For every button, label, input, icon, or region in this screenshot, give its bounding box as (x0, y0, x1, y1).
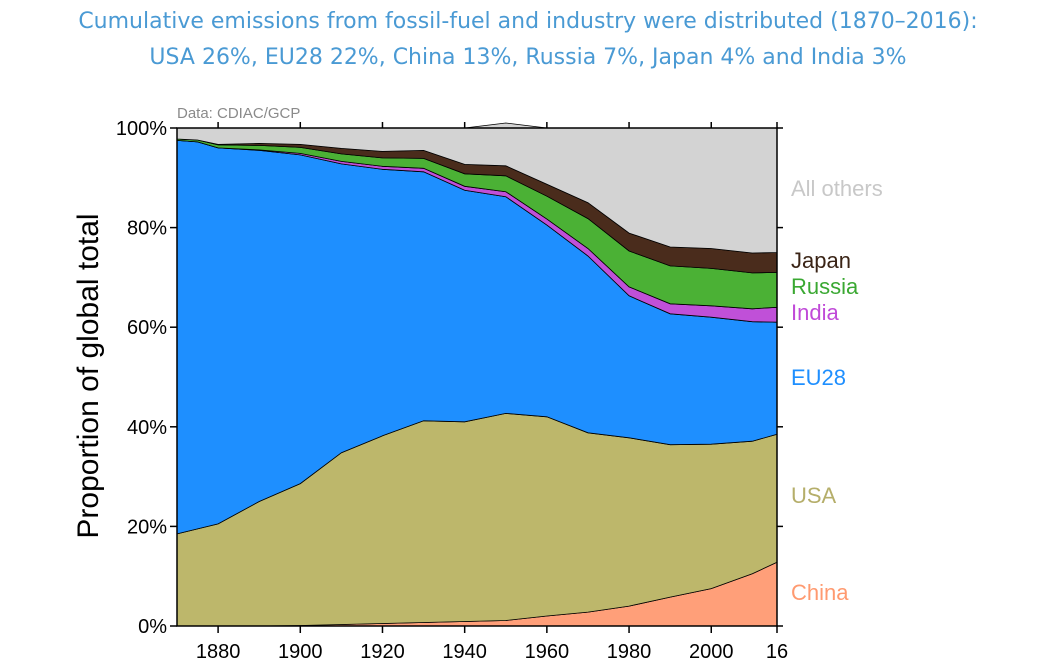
y-tick-label: 40% (127, 417, 167, 439)
area-series-group (176, 122, 778, 627)
x-tick-label: 2000 (689, 641, 734, 663)
y-tick-label: 20% (127, 516, 167, 538)
y-tick-label: 60% (127, 317, 167, 339)
x-tick-label: 1880 (196, 641, 241, 663)
series-label-eu28: EU28 (791, 365, 846, 390)
y-axis-label: Proportion of global total (72, 213, 105, 538)
y-tick-label: 0% (138, 616, 167, 638)
x-tick-label: 1900 (278, 641, 323, 663)
x-tick-label: 1940 (442, 641, 487, 663)
series-label-usa: USA (791, 483, 837, 508)
series-label-china: China (791, 580, 849, 605)
series-label-all-others: All others (791, 176, 883, 201)
plot-frame (176, 127, 778, 627)
series-label-russia: Russia (791, 274, 859, 299)
series-label-india: India (791, 300, 839, 325)
y-axis-ticks: 0% 20% 40% 60% 80% 100% (116, 118, 783, 638)
x-tick-label: 1920 (360, 641, 405, 663)
x-tick-label: 1960 (525, 641, 570, 663)
chart-title-line-2: USA 26%, EU28 22%, China 13%, Russia 7%,… (149, 45, 907, 70)
y-tick-label: 100% (116, 118, 167, 140)
series-label-japan: Japan (791, 248, 851, 273)
x-axis-ticks: 1880 1900 1920 1940 1960 1980 2000 16 (196, 122, 788, 663)
x-tick-label: 1980 (607, 641, 652, 663)
y-tick-label: 80% (127, 218, 167, 240)
data-source-note: Data: CDIAC/GCP (177, 105, 300, 122)
x-tick-label: 16 (766, 641, 788, 663)
chart-title-line-1: Cumulative emissions from fossil-fuel an… (78, 9, 978, 34)
